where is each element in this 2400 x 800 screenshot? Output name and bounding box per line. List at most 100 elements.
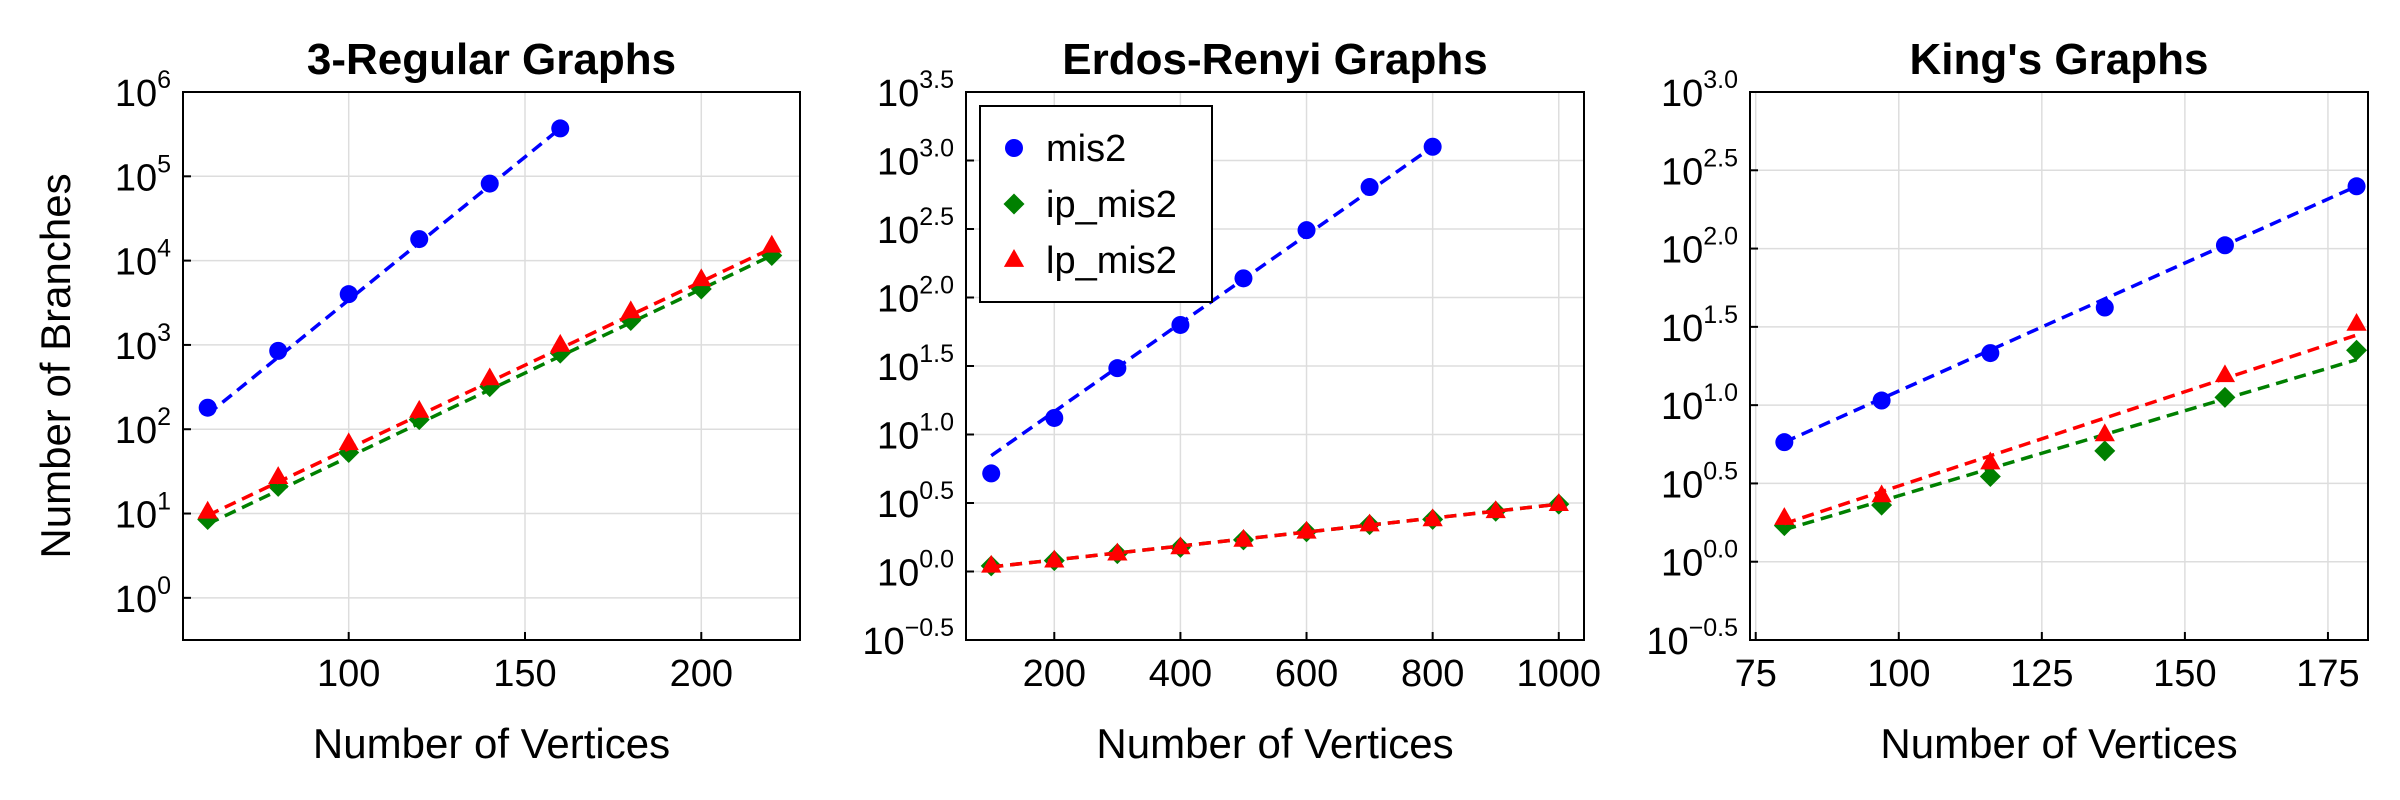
y-tick-label: 101.5 xyxy=(877,340,954,389)
data-point-lp-mis2 xyxy=(620,300,641,319)
data-point-ip-mis2 xyxy=(1979,466,2001,488)
data-point-lp-mis2 xyxy=(1170,536,1191,555)
y-tick-label: 100 xyxy=(115,572,171,621)
data-point-lp-mis2 xyxy=(1359,513,1380,532)
data-point-lp-mis2 xyxy=(1422,508,1443,527)
chart-panel-1: 100 150 200 100 101 102 103 104 105 106 3-Regular … xyxy=(32,35,801,767)
data-point-lp-mis2 xyxy=(338,432,359,451)
y-tick-label: 101.0 xyxy=(1661,379,1738,428)
data-point-lp-mis2 xyxy=(2346,312,2367,331)
y-tick-label: 101 xyxy=(115,488,171,537)
data-point-lp-mis2 xyxy=(1548,493,1569,512)
chart-title: King's Graphs xyxy=(1910,35,2209,84)
data-point-lp-mis2 xyxy=(409,399,430,418)
data-point-lp-mis2 xyxy=(1296,520,1317,539)
x-tick-label: 175 xyxy=(2296,653,2359,695)
fit-line-mis2 xyxy=(1783,184,2358,444)
x-tick-label: 800 xyxy=(1401,653,1464,695)
y-tick-label: 104 xyxy=(115,235,171,284)
fit-line-ip-mis2 xyxy=(1783,358,2358,532)
data-point-lp-mis2 xyxy=(197,500,218,519)
data-point-mis2 xyxy=(1872,391,1891,410)
fit-line-mis2 xyxy=(206,127,562,416)
data-point-lp-mis2 xyxy=(761,234,782,253)
data-point-lp-mis2 xyxy=(1980,451,2001,470)
legend-marker-lp-mis2 xyxy=(1003,249,1025,267)
data-point-lp-mis2 xyxy=(1233,528,1254,547)
data-point-mis2 xyxy=(1108,359,1127,378)
data-point-mis2 xyxy=(269,341,288,360)
x-tick-label: 150 xyxy=(493,653,556,695)
data-point-lp-mis2 xyxy=(268,466,289,484)
series-mis2 xyxy=(1775,177,2366,452)
y-tick-label: 103.0 xyxy=(877,135,954,184)
data-point-mis2 xyxy=(551,119,570,138)
y-tick-label: 103.0 xyxy=(1661,66,1738,115)
plot-frame xyxy=(182,91,801,641)
x-tick-label: 200 xyxy=(1023,653,1086,695)
data-point-mis2 xyxy=(2347,177,2366,196)
chart-title: 3-Regular Graphs xyxy=(307,35,676,84)
y-tick-label: 105 xyxy=(115,150,171,199)
x-tick-label: 1000 xyxy=(1517,653,1602,695)
grid-lines xyxy=(183,91,800,640)
data-point-lp-mis2 xyxy=(1044,549,1065,568)
data-point-mis2 xyxy=(1423,137,1442,156)
data-point-lp-mis2 xyxy=(1871,484,1892,503)
data-point-mis2 xyxy=(480,174,499,193)
data-point-mis2 xyxy=(198,398,217,417)
data-point-ip-mis2 xyxy=(2346,339,2368,361)
x-tick-label: 100 xyxy=(317,653,380,695)
y-tick-label: 100.0 xyxy=(1661,536,1738,585)
x-tick-label: 125 xyxy=(2010,653,2073,695)
y-tick-label: 100.5 xyxy=(877,477,954,526)
data-point-lp-mis2 xyxy=(1774,507,1795,525)
data-point-lp-mis2 xyxy=(1485,500,1506,519)
data-point-mis2 xyxy=(1045,408,1064,427)
chart-panel-3: 75 100 125 150 175 10−0.5 100.0 100.5 101.0 101.5… xyxy=(1646,35,2369,767)
legend: mis2 ip_mis2 lp_mis2 xyxy=(979,105,1213,303)
series-mis2 xyxy=(198,119,570,417)
y-tick-label: 101.5 xyxy=(1661,301,1738,350)
plot-frame xyxy=(1749,91,2369,641)
y-tick-label: 103 xyxy=(115,319,171,368)
legend-marker-mis2 xyxy=(1005,139,1023,157)
y-tick-label: 106 xyxy=(115,66,171,115)
y-tick-label: 10−0.5 xyxy=(1646,614,1738,663)
data-point-mis2 xyxy=(1360,178,1379,197)
data-point-mis2 xyxy=(1297,221,1316,240)
y-tick-label: 102.5 xyxy=(877,203,954,252)
series-ip-mis2 xyxy=(197,244,783,530)
y-tick-label: 101.0 xyxy=(877,409,954,458)
x-tick-label: 100 xyxy=(1867,653,1930,695)
data-point-mis2 xyxy=(1171,315,1190,334)
x-tick-label: 600 xyxy=(1275,653,1338,695)
data-point-lp-mis2 xyxy=(1107,542,1128,561)
data-point-mis2 xyxy=(2095,298,2114,317)
chart-title: Erdos-Renyi Graphs xyxy=(1062,35,1487,84)
data-point-mis2 xyxy=(1775,433,1794,452)
data-point-ip-mis2 xyxy=(2094,440,2116,462)
data-point-lp-mis2 xyxy=(2214,364,2236,383)
fit-line-lp-mis2 xyxy=(1783,333,2358,526)
data-point-mis2 xyxy=(982,464,1001,483)
x-tick-label: 400 xyxy=(1149,653,1212,695)
y-tick-label: 102.5 xyxy=(1661,144,1738,193)
legend-marker-ip-mis2 xyxy=(1003,193,1025,215)
y-tick-label: 102 xyxy=(115,403,171,452)
y-tick-label: 102.0 xyxy=(877,272,954,321)
data-point-mis2 xyxy=(2215,236,2234,255)
x-axis-label: Number of Vertices xyxy=(1096,720,1453,767)
series-lp-mis2 xyxy=(197,234,782,519)
x-tick-label: 200 xyxy=(670,653,733,695)
y-tick-label: 100.5 xyxy=(1661,457,1738,506)
x-tick-label: 75 xyxy=(1735,653,1777,695)
data-point-lp-mis2 xyxy=(981,554,1002,573)
y-tick-label: 102.0 xyxy=(1661,223,1738,272)
series-lp-mis2 xyxy=(1774,312,2367,526)
data-point-mis2 xyxy=(339,285,358,304)
y-axis-label: Number of Branches xyxy=(32,173,79,558)
y-tick-label: 100.0 xyxy=(877,546,954,595)
data-point-mis2 xyxy=(1234,269,1253,288)
